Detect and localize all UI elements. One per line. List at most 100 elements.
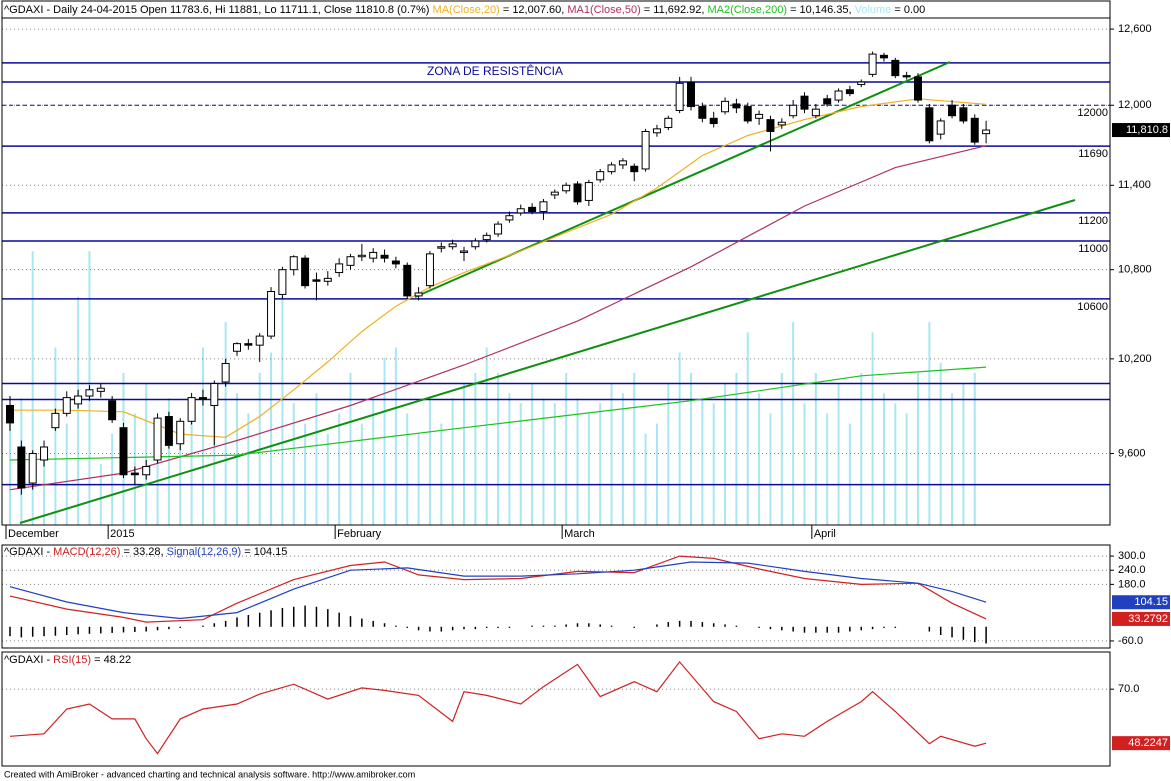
level-label: 11000 (1078, 243, 1108, 255)
candle-body (267, 291, 276, 337)
indicator-line (9, 660, 987, 755)
volume-bar (917, 372, 919, 525)
volume-bar (576, 398, 579, 525)
legend-value: = 33.28, (120, 546, 166, 558)
y-tick-label: 11,400 (1118, 179, 1151, 191)
candle-body (789, 104, 798, 117)
volume-bar (712, 403, 715, 525)
candle-body (879, 54, 888, 59)
last-value-label: 48.2247 (1128, 737, 1168, 749)
candle-body (221, 362, 230, 383)
frames (1, 0, 1111, 767)
volume-bar (519, 403, 522, 525)
annotation: ZONA DE RESISTÊNCIA (427, 63, 563, 78)
x-tick-label: March (564, 528, 595, 540)
volume-bar (31, 251, 34, 525)
legend-value: = 10,146.35, (787, 4, 855, 16)
candle-body (198, 397, 207, 400)
candle-body (539, 201, 548, 213)
y-tick-label: 180.0 (1118, 578, 1146, 590)
legend-name: MACD(12,26) (53, 546, 120, 558)
candle-body (562, 184, 571, 192)
candle-body (244, 343, 253, 346)
footer: Created with AmiBroker - advanced charti… (4, 769, 415, 779)
price-frame (1, 17, 1111, 526)
volume-bar (43, 448, 46, 525)
volume-bar (474, 372, 477, 525)
candle-body (902, 75, 911, 78)
volume-bar (417, 433, 420, 525)
x-tick-label: 2015 (110, 528, 134, 540)
candle-body (494, 223, 503, 235)
candle-body (289, 256, 298, 271)
candle-body (119, 427, 128, 476)
candle-body (51, 412, 60, 429)
rsi-frame (1, 651, 1111, 767)
candle-body (233, 343, 241, 352)
y-tick-label: 300.0 (1118, 550, 1146, 562)
candle-body (743, 106, 752, 122)
legend-value: = 48.22 (91, 654, 131, 666)
trendline (19, 199, 1076, 524)
volume-bar (553, 403, 556, 525)
candle-body (96, 387, 105, 392)
y-tick-label: 9,600 (1118, 447, 1146, 459)
candle-body (505, 215, 514, 221)
panel-header: ^GDAXI - RSI(15) = 48.22 (4, 654, 131, 666)
candle-body (959, 107, 968, 122)
volume-bar (746, 332, 749, 525)
volume-bar (508, 393, 511, 525)
candle-body (391, 260, 400, 265)
volume-bar (939, 362, 942, 525)
volume-bar (372, 398, 375, 525)
candle-body (40, 446, 49, 461)
last-value-box (1112, 595, 1170, 610)
candle-body (675, 82, 684, 111)
candle-body (868, 53, 877, 75)
volume-bar (428, 398, 431, 525)
volume-bar (292, 403, 295, 525)
candle-body (618, 160, 627, 166)
volume-bar (599, 403, 602, 525)
candle-body (62, 397, 71, 414)
volume-bar (281, 296, 284, 525)
volume-bar (848, 423, 851, 525)
volume-bar (338, 413, 341, 525)
candle-body (982, 129, 991, 135)
candle-body (142, 466, 151, 476)
volume-bar (905, 413, 908, 525)
volume-bar (9, 423, 11, 525)
volume-bar (383, 357, 386, 525)
volume-bar (349, 372, 352, 525)
candle-body (777, 121, 786, 126)
candle-body (811, 108, 820, 117)
candle-body (573, 183, 582, 203)
volume-bar (894, 403, 897, 525)
candle-body (664, 117, 673, 129)
volume-bar (451, 398, 454, 525)
volume-bar (701, 398, 704, 525)
legend-value: = 12,007.60, (500, 4, 568, 16)
volume-bar (871, 332, 874, 525)
volume-bar (951, 393, 954, 525)
y-tick-label: 240.0 (1118, 564, 1146, 576)
volume-bar (406, 413, 409, 525)
indicator-line (10, 98, 987, 438)
panel-title: ^GDAXI - Daily 24-04-2015 Open 11783.6, … (4, 4, 433, 16)
candle-body (403, 264, 412, 297)
volume-bar (99, 464, 102, 525)
level-label: 10600 (1077, 301, 1108, 313)
volume-bar (224, 322, 227, 525)
volume-bar (587, 413, 590, 525)
volume-bar (54, 347, 57, 525)
candle-body (28, 452, 37, 484)
volume-bar (928, 322, 931, 525)
candle-body (448, 243, 457, 248)
volume-bar (667, 383, 670, 525)
volume-bar (837, 383, 840, 525)
volume-bar (156, 448, 159, 525)
candle-body (584, 182, 593, 201)
volume-bar (962, 383, 965, 525)
candle-body (6, 404, 14, 424)
